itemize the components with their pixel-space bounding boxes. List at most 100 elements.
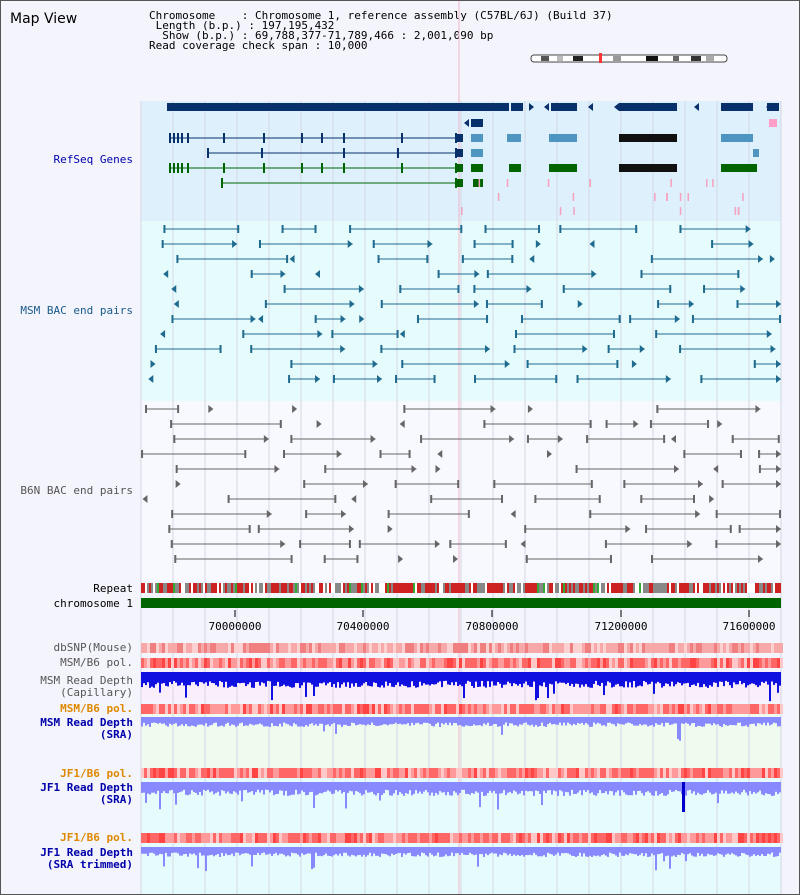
read-depth-bar bbox=[193, 782, 195, 793]
repeat-segment bbox=[263, 583, 265, 593]
read-depth-bar bbox=[437, 717, 439, 723]
read-depth-bar bbox=[193, 847, 195, 854]
bac-end-mark bbox=[460, 225, 463, 233]
polymorphism-cell bbox=[717, 768, 720, 778]
read-depth-bar bbox=[545, 782, 547, 794]
read-depth-bar bbox=[185, 782, 187, 795]
polymorphism-cell bbox=[399, 643, 402, 653]
read-depth-bar bbox=[351, 847, 353, 855]
repeat-segment bbox=[707, 583, 709, 593]
read-depth-bar bbox=[611, 672, 613, 688]
read-depth-bar bbox=[229, 847, 231, 855]
read-depth-bar bbox=[433, 717, 435, 727]
read-depth-bar bbox=[257, 782, 259, 790]
polymorphism-cell bbox=[747, 768, 750, 778]
read-depth-bar bbox=[503, 672, 505, 685]
polymorphism-cell bbox=[261, 704, 264, 714]
polymorphism-cell bbox=[336, 768, 339, 778]
read-depth-bar bbox=[641, 847, 643, 854]
polymorphism-cell bbox=[171, 768, 174, 778]
polymorphism-cell bbox=[543, 704, 546, 714]
read-depth-bar bbox=[653, 782, 655, 796]
read-depth-bar bbox=[643, 672, 645, 681]
refseq-genes-track[interactable] bbox=[167, 103, 779, 215]
polymorphism-cell bbox=[765, 643, 768, 653]
bac-end-mark bbox=[219, 345, 222, 353]
repeat-track[interactable] bbox=[141, 583, 781, 593]
read-depth-bar bbox=[609, 717, 611, 723]
bac-end-mark bbox=[403, 405, 406, 413]
read-depth-bar bbox=[511, 847, 513, 856]
bac-end-mark bbox=[283, 450, 286, 458]
polymorphism-cell bbox=[240, 833, 243, 843]
read-depth-bar bbox=[757, 717, 759, 724]
read-depth-bar bbox=[165, 717, 167, 726]
bac-end-arrow bbox=[673, 465, 679, 473]
repeat-segment bbox=[353, 583, 355, 593]
polymorphism-cell bbox=[570, 833, 573, 843]
polymorphism-cell bbox=[324, 658, 327, 668]
chromosome-ideogram[interactable] bbox=[530, 53, 728, 63]
pink-transcript-mark bbox=[547, 179, 550, 187]
msm-bac-track[interactable] bbox=[148, 225, 781, 383]
read-depth-bar bbox=[183, 782, 185, 790]
polymorphism-cell bbox=[756, 768, 759, 778]
polymorphism-cell bbox=[369, 704, 372, 714]
pink-transcript-mark bbox=[654, 193, 656, 201]
variation-tracks[interactable] bbox=[141, 643, 783, 871]
polymorphism-cell bbox=[483, 704, 486, 714]
bac-end-arrow bbox=[317, 330, 323, 338]
bac-end-arrow bbox=[315, 375, 321, 383]
repeat-segment bbox=[619, 583, 621, 593]
polymorphism-cell bbox=[759, 833, 762, 843]
repeat-segment bbox=[493, 583, 495, 593]
bac-end-arrow bbox=[740, 285, 746, 293]
read-depth-bar bbox=[273, 672, 275, 686]
read-depth-bar bbox=[627, 782, 629, 796]
bac-end-mark bbox=[314, 315, 317, 323]
read-depth-bar bbox=[219, 717, 221, 727]
repeat-segment bbox=[155, 583, 157, 593]
read-depth-bar bbox=[339, 847, 341, 854]
read-depth-bar bbox=[201, 782, 203, 796]
read-depth-bar bbox=[559, 672, 561, 683]
read-depth-bar bbox=[347, 672, 349, 683]
polymorphism-cell bbox=[315, 658, 318, 668]
b6n-bac-track[interactable] bbox=[141, 405, 781, 563]
bac-end-arrow bbox=[437, 450, 443, 458]
polymorphism-cell bbox=[447, 658, 450, 668]
repeat-segment bbox=[749, 583, 751, 593]
repeat-segment bbox=[511, 583, 513, 593]
repeat-segment bbox=[719, 583, 721, 593]
repeat-segment bbox=[549, 583, 551, 593]
bac-end-arrow bbox=[625, 525, 631, 533]
read-depth-bar bbox=[551, 717, 553, 725]
read-depth-bar bbox=[527, 717, 529, 725]
read-depth-bar bbox=[379, 847, 381, 857]
read-depth-bar bbox=[163, 672, 165, 684]
read-depth-bar bbox=[659, 782, 661, 795]
bac-end-mark bbox=[635, 225, 638, 233]
polymorphism-cell bbox=[651, 658, 654, 668]
polymorphism-cell bbox=[231, 833, 234, 843]
read-depth-bar bbox=[679, 717, 681, 741]
read-depth-bar bbox=[719, 717, 721, 727]
read-depth-bar bbox=[259, 672, 261, 686]
read-depth-bar bbox=[431, 782, 433, 793]
polymorphism-cell bbox=[198, 833, 201, 843]
polymorphism-cell bbox=[504, 658, 507, 668]
polymorphism-cell bbox=[249, 833, 252, 843]
read-depth-bar bbox=[667, 847, 669, 856]
polymorphism-cell bbox=[510, 833, 513, 843]
read-depth-bar bbox=[211, 717, 213, 725]
polymorphism-cell bbox=[495, 768, 498, 778]
read-depth-bar bbox=[295, 847, 297, 854]
repeat-segment bbox=[607, 583, 609, 593]
read-depth-bar bbox=[431, 717, 433, 726]
bac-end-mark bbox=[703, 285, 706, 293]
read-depth-bar bbox=[691, 672, 693, 685]
polymorphism-cell bbox=[723, 658, 726, 668]
read-depth-bar bbox=[497, 847, 499, 857]
read-depth-bar bbox=[739, 672, 741, 681]
